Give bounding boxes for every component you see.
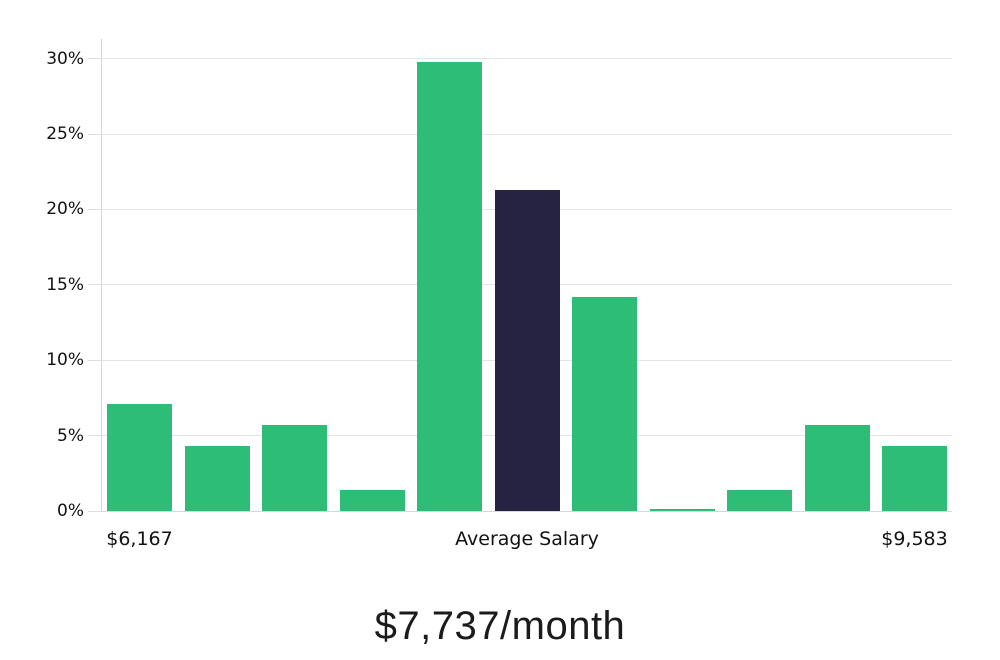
x-axis-label-0: $6,167 [106,528,173,550]
histogram-bar [727,489,792,511]
histogram-bar [417,61,482,511]
histogram-bar [882,446,947,511]
gridline-25pct [102,133,952,135]
histogram-bar-average [494,189,560,511]
y-axis-label-10pct: 10% [46,350,84,371]
histogram-bar [339,489,405,511]
plot-area: 0% 5% 10% 15% 20% 25% 30% $6,167 Average Salary $… [46,39,952,550]
y-axis-label-30pct: 30% [46,48,84,69]
x-axis-label-5: Average Salary [455,528,599,550]
histogram-bar [649,508,715,511]
y-axis-label-20pct: 20% [46,199,84,220]
histogram-bar [572,296,637,511]
histogram-bar [262,425,327,511]
y-tick-mark-20pct [88,208,102,210]
histogram-bar [804,425,870,511]
y-axis-label-0pct: 0% [57,501,84,521]
y-axis-label-5pct: 5% [57,425,84,446]
y-tick-mark-0pct [88,510,102,512]
histogram-bar [107,403,172,511]
gridline-30pct [102,58,952,60]
y-axis-label-15pct: 15% [46,274,84,295]
y-tick-mark-5pct [88,435,102,437]
y-tick-mark-30pct [88,58,102,60]
y-axis-label-25pct: 25% [46,124,84,144]
histogram-bar [184,446,250,511]
x-axis-label-10: $9,583 [881,528,948,550]
y-tick-mark-10pct [88,359,102,361]
y-tick-mark-25pct [88,133,102,135]
y-tick-mark-15pct [88,284,102,286]
average-salary-title: $7,737/month [374,604,626,648]
